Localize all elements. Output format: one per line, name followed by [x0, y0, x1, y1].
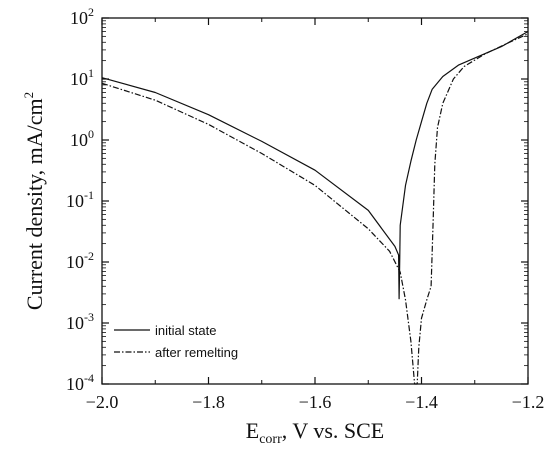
legend: initial state after remelting	[114, 323, 238, 360]
x-tick-label: −1.4	[405, 392, 438, 412]
legend-label-after-remelting: after remelting	[155, 345, 238, 360]
y-tick-label: 10-3	[66, 310, 94, 333]
y-tick-label: 10-1	[66, 188, 94, 211]
axis-ticks	[101, 17, 529, 385]
y-tick-label: 10-2	[66, 249, 94, 272]
series-lines	[101, 30, 529, 385]
y-axis-title: Current density, mA/cm2	[21, 92, 47, 310]
y-tick-label: 102	[70, 5, 94, 28]
x-tick-label: −1.2	[512, 392, 545, 412]
x-axis-title: Ecorr, V vs. SCE	[246, 418, 385, 447]
x-tick-label: −1.6	[299, 392, 332, 412]
legend-label-initial-state: initial state	[155, 323, 216, 338]
y-tick-label: 101	[70, 66, 94, 89]
y-tick-label: 100	[70, 127, 94, 150]
series-line-after-remelting	[101, 33, 529, 385]
y-tick-labels: 102 101 100 10-1 10-2 10-3 10-4	[66, 5, 94, 394]
x-tick-labels: −2.0 −1.8 −1.6 −1.4 −1.2	[86, 392, 545, 412]
x-tick-label: −1.8	[192, 392, 225, 412]
y-tick-label: 10-4	[66, 371, 94, 394]
series-line-initial-state	[101, 30, 529, 300]
x-tick-label: −2.0	[86, 392, 119, 412]
